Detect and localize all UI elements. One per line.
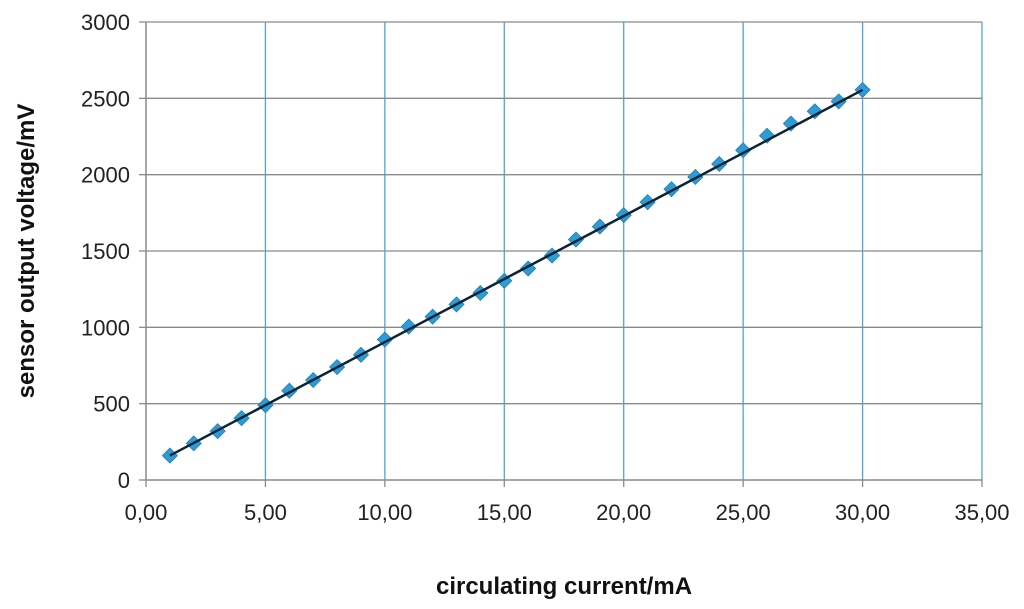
x-tick-label: 25,00 <box>716 500 771 525</box>
x-tick-label: 10,00 <box>357 500 412 525</box>
axes <box>139 21 983 487</box>
x-tick-label: 15,00 <box>477 500 532 525</box>
y-tick-labels: 0 500 1000 1500 2000 2500 3000 <box>81 10 130 493</box>
trendline-group <box>169 88 864 457</box>
x-tick-labels: 0,00 5,00 10,00 15,00 20,00 25,00 30,00 35,00 <box>125 500 1010 525</box>
horizontal-gridlines <box>146 21 982 405</box>
y-tick-label: 1500 <box>81 239 130 264</box>
y-tick-label: 1000 <box>81 315 130 340</box>
x-tick-label: 30,00 <box>835 500 890 525</box>
x-tick-label: 0,00 <box>125 500 168 525</box>
data-point <box>806 103 823 120</box>
x-tick-label: 5,00 <box>244 500 287 525</box>
trendline <box>169 88 864 457</box>
y-tick-label: 2500 <box>81 86 130 111</box>
y-tick-label: 2000 <box>81 163 130 188</box>
y-tick-label: 0 <box>118 468 130 493</box>
x-axis-title: circulating current/mA <box>436 573 692 600</box>
x-tick-label: 35,00 <box>954 500 1009 525</box>
data-point <box>782 115 799 132</box>
x-tick-label: 20,00 <box>596 500 651 525</box>
y-tick-label: 3000 <box>81 10 130 35</box>
y-tick-label: 500 <box>93 392 130 417</box>
y-axis-title: sensor output voltage/mV <box>13 104 40 399</box>
